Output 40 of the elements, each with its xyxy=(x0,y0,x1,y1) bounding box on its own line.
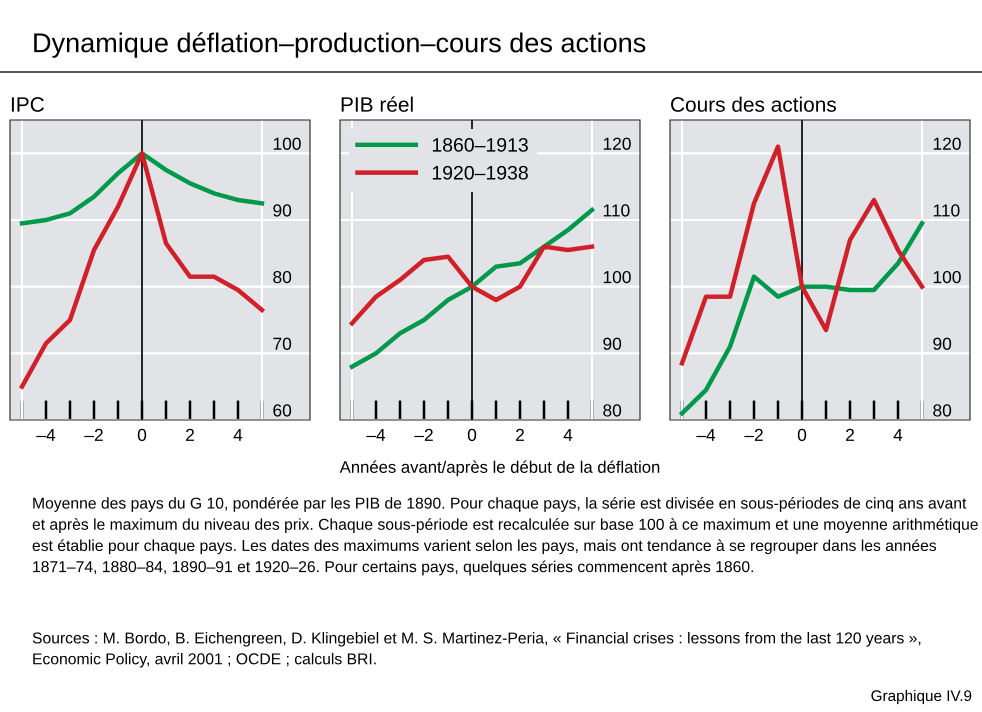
x-tick-label: –4 xyxy=(696,428,716,441)
chart-title: Cours des actions xyxy=(671,96,836,112)
y-tick-label: 100 xyxy=(934,270,961,284)
y-tick-label: 90 xyxy=(933,338,952,350)
y-tick-label: 110 xyxy=(604,204,630,217)
y-tick-label: 120 xyxy=(934,138,961,150)
chart-title: PIB réel xyxy=(342,96,413,112)
y-tick-label: 70 xyxy=(273,338,292,350)
text: Moyenne des pays du G 10, pondérée par les PIB de 1890. Pour chaque pays, la série est divisée en sous-périodes de cinq ans avant et après le maximum du niveau des prix. Chaque sous-période est recalculée sur base 100 à ce maximum et une moyenne arithmétique est établie pour chaque pays. Les dates des maximums varient selon les pays, mais ont tendance à se regrouper dans les années 1871–74, 1880–84, 1890–91 et 1920–26. Pour certains pays, quelques séries commencent après 1860. xyxy=(32,497,978,576)
text: Graphique IV.9 xyxy=(871,690,972,704)
y-tick-label: 100 xyxy=(274,138,301,150)
x-tick-label: 2 xyxy=(186,428,194,441)
y-tick-label: 90 xyxy=(603,338,622,350)
y-tick-label: 100 xyxy=(604,270,631,284)
x-tick-label: 0 xyxy=(138,428,146,442)
x-tick-label: –2 xyxy=(84,428,103,441)
x-tick-label: 0 xyxy=(468,428,476,442)
y-tick-label: 110 xyxy=(934,204,960,217)
x-tick-label: 2 xyxy=(516,428,524,441)
y-tick-label: 80 xyxy=(273,270,292,284)
text: Dynamique déflation–production–cours des actions xyxy=(34,32,646,58)
y-tick-label: 90 xyxy=(273,204,292,217)
x-tick-label: –4 xyxy=(366,428,386,441)
y-tick-label: 60 xyxy=(273,404,292,417)
x-tick-label: 4 xyxy=(234,428,242,441)
x-tick-label: 2 xyxy=(846,428,854,441)
x-tick-label: –2 xyxy=(414,428,433,441)
source-note: Sources : M. Bordo, B. Eichengreen, D. Klingebiel et M. S. Martinez-Peria, « Financial crises : lessons from the last 120 years », Economic Policy, avril 2001 ; OCDE ; calculs BRI. xyxy=(32,632,920,668)
legend-label: 1860–1913 xyxy=(432,138,528,152)
chart-title: IPC xyxy=(12,97,44,112)
x-tick-label: 4 xyxy=(564,428,572,441)
y-tick-label: 80 xyxy=(933,404,952,417)
legend-label: 1920–1938 xyxy=(432,166,528,180)
x-axis-title: Années avant/après le début de la déflation xyxy=(340,460,660,476)
x-tick-label: 4 xyxy=(894,428,902,441)
x-tick-label: 0 xyxy=(798,428,806,442)
y-tick-label: 80 xyxy=(603,404,622,417)
x-tick-label: –4 xyxy=(36,428,56,441)
y-tick-label: 120 xyxy=(604,138,631,150)
x-tick-label: –2 xyxy=(744,428,763,441)
